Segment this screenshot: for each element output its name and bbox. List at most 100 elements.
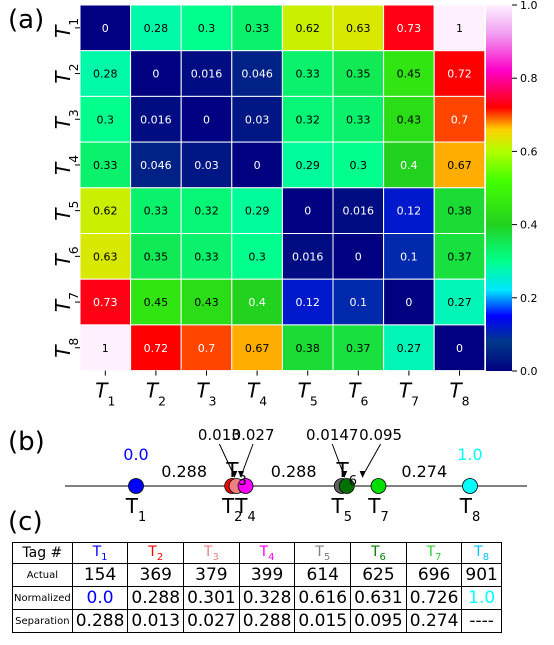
table-cell: 901 — [461, 563, 502, 587]
table-row-label: Actual — [12, 563, 73, 587]
heatmap-cell-label: 0.67 — [447, 159, 472, 172]
heatmap-cell-label: 0.3 — [198, 22, 216, 35]
heatmap-cell — [433, 4, 486, 52]
x-tick-label: T8 — [449, 379, 469, 409]
heatmap-cell-label: 0.33 — [93, 159, 118, 172]
tag-subscript: 6 — [379, 551, 386, 563]
table-cell: 0.288 — [127, 586, 185, 610]
heatmap-cell-label: 0.28 — [144, 22, 169, 35]
table-tag-header: T6 — [350, 542, 407, 564]
table-cell: 0.726 — [405, 586, 463, 610]
table-cell: 154 — [71, 563, 129, 587]
colorbar-tick-label: 0.8 — [520, 72, 538, 85]
panel-label-b: (b) — [8, 427, 45, 457]
heatmap-cell-label: 0.3 — [97, 113, 115, 126]
heatmap-cell — [130, 4, 182, 52]
heatmap-cell — [79, 233, 132, 280]
gap-leader-arrow — [238, 471, 245, 478]
gap-leader-arrow — [341, 471, 348, 478]
gap-label: 0.013 — [198, 426, 241, 444]
tag-letter: T — [474, 543, 483, 560]
tag-marker — [128, 478, 144, 494]
y-tick-label: T7 — [51, 292, 81, 312]
heatmap-cell-label: 0.37 — [346, 342, 371, 355]
heatmap-cell — [130, 278, 182, 326]
heatmap-cell-label: 0.016 — [343, 205, 375, 218]
table-cell: 0.631 — [350, 586, 407, 610]
heatmap-cell — [332, 324, 385, 372]
heatmap-cell-label: 0.35 — [144, 250, 169, 263]
heatmap-cell-label: 0.046 — [140, 159, 172, 172]
tag-label: T1 — [125, 494, 147, 525]
heatmap-cell-label: 0.32 — [194, 205, 219, 218]
x-tick-label: T7 — [399, 379, 419, 409]
tag-subscript: 1 — [101, 551, 108, 563]
heatmap-cell — [231, 324, 283, 372]
table-cell: 0.288 — [71, 609, 129, 633]
tag-letter: T — [259, 543, 269, 560]
table-cell: 399 — [238, 563, 296, 587]
panel-label-c: (c) — [8, 507, 43, 537]
table-row: Normalized 0.0 0.288 0.301 0.328 0.616 0.631 0.… — [12, 586, 502, 610]
heatmap-cell-label: 0 — [355, 250, 362, 263]
table-tag-header: T5 — [294, 542, 352, 564]
table-cell: 0.328 — [238, 586, 296, 610]
tag-label: T8 — [459, 494, 481, 525]
tag-letter: T — [370, 543, 380, 560]
table-header-row: Tag # T1 T2 T3 T4 T5 T6 T7 T8 — [12, 542, 502, 564]
x-tick-label: T5 — [298, 379, 318, 409]
heatmap-cell-label: 0.7 — [198, 342, 216, 355]
gap-label: 0.0147 — [306, 426, 359, 444]
heatmap-cell-label: 0.72 — [447, 68, 472, 81]
heatmap-cell — [231, 95, 283, 143]
heatmap-cell-label: 0.03 — [245, 113, 270, 126]
heatmap-cell-label: 0.33 — [295, 68, 320, 81]
endpoint-label: 0.0 — [123, 445, 148, 464]
heatmap-cell — [79, 141, 132, 189]
heatmap-cell-label: 0.63 — [93, 250, 118, 263]
heatmap-cell — [180, 50, 233, 97]
heatmap-cell-label: 0.62 — [93, 205, 118, 218]
heatmap-cell-label: 0.016 — [292, 250, 324, 263]
table-cell: ---- — [461, 609, 502, 633]
heatmap-cell-label: 0.73 — [397, 22, 422, 35]
heatmap-cell — [180, 324, 233, 372]
heatmap-cell — [130, 95, 182, 143]
heatmap-cell — [281, 95, 334, 143]
heatmap-cell-label: 0.38 — [447, 205, 472, 218]
tag-marker — [370, 478, 387, 494]
heatmap-cell — [433, 50, 486, 97]
heatmap-cell-label: 0.016 — [191, 68, 223, 81]
heatmap-cell — [180, 187, 233, 235]
heatmap-cell-label: 0.45 — [397, 68, 422, 81]
colorbar-tick-label: 0.2 — [520, 292, 538, 305]
tag-subscript: 4 — [268, 551, 275, 563]
heatmap-cell-label: 0 — [405, 296, 412, 309]
heatmap-cell — [180, 278, 233, 326]
heatmap-cell — [231, 187, 283, 235]
tag-letter: T — [426, 543, 436, 560]
tag-marker — [462, 478, 478, 494]
table-cell: 0.0 — [71, 586, 129, 610]
heatmap-cell — [130, 141, 182, 189]
heatmap-cell — [383, 50, 435, 97]
gap-leader — [362, 443, 382, 477]
table-row: Separation 0.288 0.013 0.027 0.288 0.015 0.095… — [12, 609, 502, 633]
table-tag-header: T2 — [127, 542, 185, 564]
table-cell: 614 — [294, 563, 352, 587]
x-tick-label: T1 — [95, 379, 115, 409]
heatmap-cell — [281, 141, 334, 189]
heatmap-cell-label: 0.63 — [346, 22, 371, 35]
heatmap-cell-label: 0.03 — [194, 159, 219, 172]
heatmap-cell-label: 0.12 — [295, 296, 320, 309]
table-row: Actual 154 369 379 399 614 625 696 901 — [12, 563, 502, 587]
endpoint-label: 1.0 — [457, 445, 482, 464]
heatmap-cell-label: 0.32 — [295, 113, 320, 126]
table-cell: 0.288 — [238, 609, 296, 633]
table-row-label: Separation — [12, 609, 73, 633]
heatmap-cell — [433, 187, 486, 235]
table-row-label: Normalized — [12, 586, 73, 610]
gap-label: 0.095 — [359, 426, 402, 444]
heatmap-cell — [332, 4, 385, 52]
